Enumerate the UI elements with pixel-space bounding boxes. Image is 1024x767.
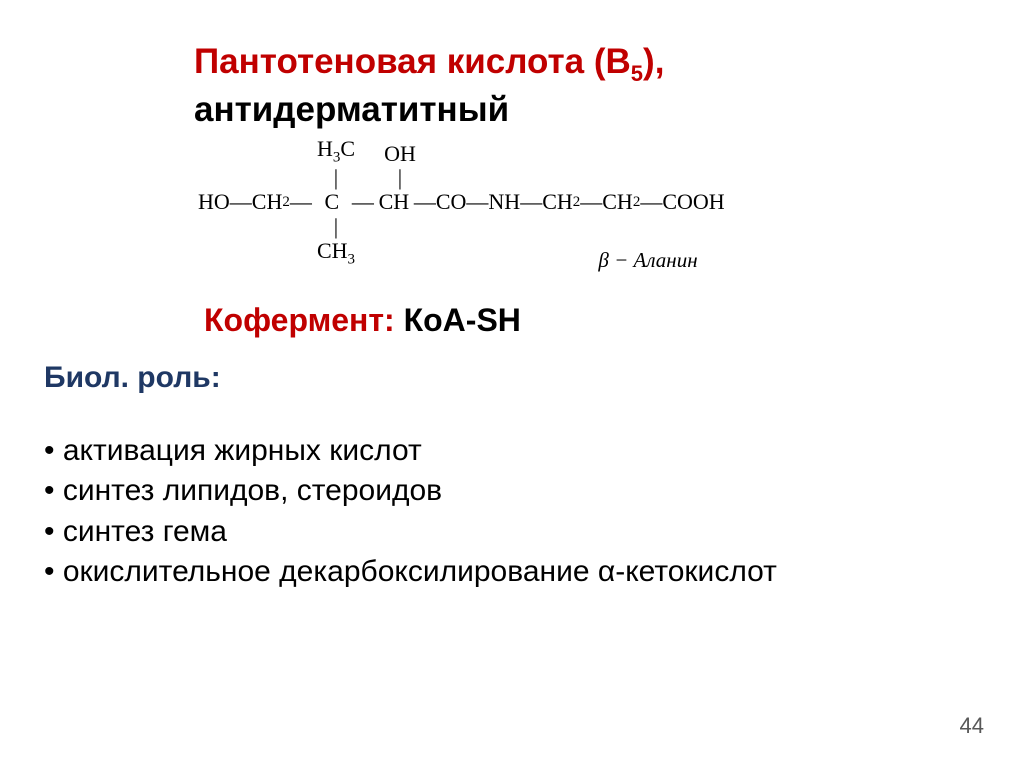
list-item: синтез гема (44, 512, 980, 553)
slide-title: Пантотеновая кислота (В5), антидерматитн… (194, 40, 980, 131)
coenzyme-line: Кофермент: КоА-SH (204, 302, 980, 339)
coenzyme-label: Кофермент: (204, 302, 395, 338)
coenzyme-value: КоА-SH (395, 302, 521, 338)
roles-list: активация жирных кислот синтез липидов, … (44, 431, 980, 593)
title-black: антидерматитный (194, 90, 509, 129)
structural-formula: H3C OH | | HO — CH2 — C — CH — CO — NH —… (198, 137, 980, 272)
title-red-1: Пантотеновая кислота (В5), (194, 42, 664, 81)
role-heading: Биол. роль: (44, 361, 980, 395)
list-item: синтез липидов, стероидов (44, 471, 980, 512)
list-item: активация жирных кислот (44, 431, 980, 472)
list-item: окислительное декарбоксилирование α-кето… (44, 552, 980, 593)
page-number: 44 (960, 713, 984, 739)
